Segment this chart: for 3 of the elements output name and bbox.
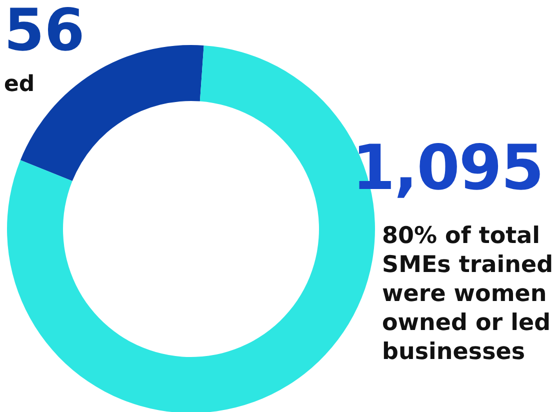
text: 56 [4, 0, 85, 64]
text: 80% of total SMEs trained were women owned or led businesses [382, 222, 554, 367]
text: ed [4, 72, 35, 98]
